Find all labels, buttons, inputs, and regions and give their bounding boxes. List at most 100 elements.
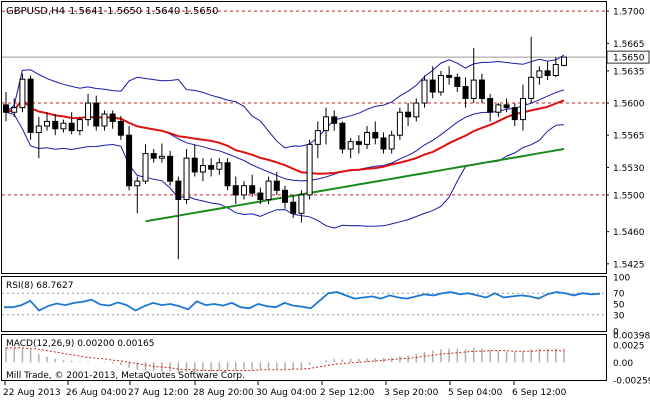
candle (347, 137, 354, 159)
candle-body (85, 102, 92, 121)
candle (396, 107, 403, 140)
candle-body (544, 70, 551, 76)
candle (503, 98, 510, 113)
candle (85, 93, 92, 127)
candle (454, 73, 461, 93)
candle (142, 144, 149, 184)
macd-panel[interactable] (1, 334, 607, 381)
candle-body (519, 97, 526, 121)
bollinger-upper-band (5, 54, 565, 149)
candle (257, 187, 264, 205)
candle (372, 121, 379, 145)
candle (528, 36, 535, 104)
candle (93, 95, 100, 131)
macd-tick-label: -0.00259 (613, 377, 650, 387)
candle (199, 158, 206, 182)
current-price-box (606, 50, 650, 64)
candle (126, 126, 133, 191)
candle-body (561, 56, 567, 66)
candle-body (183, 157, 190, 201)
candle (273, 171, 280, 195)
candle (191, 144, 198, 177)
candle-body (290, 201, 297, 214)
candle (150, 148, 157, 163)
candle-body (109, 113, 116, 122)
candle (158, 143, 165, 163)
candle-body (142, 153, 149, 182)
candle (437, 70, 444, 96)
rsi-tick-label: 0 (613, 328, 619, 338)
candle (282, 185, 288, 209)
symbol-label: GBPUSD,H4 (6, 6, 65, 17)
candle-body (372, 131, 379, 139)
candle-body (3, 104, 9, 113)
candle (536, 66, 543, 85)
price-tick-label: 1.5700 (613, 8, 645, 18)
candle-body (60, 122, 67, 130)
price-tick-label: 1.5460 (613, 228, 645, 238)
candle-body (331, 116, 338, 124)
candle (314, 121, 321, 159)
candle (495, 103, 502, 117)
candle (298, 190, 305, 223)
candle-body (536, 70, 543, 78)
candle-body (413, 102, 420, 118)
time-tick-label: 6 Sep 12:00 (512, 388, 567, 398)
candle-body (93, 102, 100, 127)
candle (183, 148, 190, 205)
candle (421, 75, 428, 108)
candle-body (429, 79, 436, 93)
candle (552, 57, 559, 78)
time-tick-label: 5 Sep 04:00 (448, 388, 503, 398)
price-tick-label: 1.5500 (613, 191, 645, 201)
candle-body (470, 79, 477, 99)
rsi-panel[interactable] (1, 276, 607, 332)
candle-body (175, 180, 182, 201)
candle-body (495, 104, 502, 113)
macd-tick-label: 0.00 (613, 359, 633, 369)
candle-body (126, 134, 133, 187)
candle (249, 174, 256, 197)
time-tick-label: 22 Aug 2013 (3, 388, 61, 398)
candle (265, 176, 272, 205)
candle (175, 176, 182, 260)
candle-body (503, 104, 510, 109)
candle (216, 158, 223, 175)
rsi-tick-label: 100 (613, 274, 630, 284)
main-price-panel[interactable] (1, 1, 607, 274)
candle (11, 98, 18, 117)
candle (519, 84, 526, 131)
candle (462, 77, 469, 108)
candle (478, 73, 485, 104)
candle (380, 132, 387, 154)
candle (487, 93, 494, 122)
candle (101, 110, 108, 131)
macd-label: MACD(12,26,9) 0.00200 0.00165 (6, 339, 155, 349)
candle (60, 119, 67, 133)
candle-body (167, 155, 174, 182)
candle-body (323, 116, 330, 132)
candle (76, 116, 83, 136)
price-tick-label: 1.5650 (613, 54, 645, 64)
time-tick-label: 26 Aug 04:00 (66, 388, 127, 398)
candle-body (314, 130, 321, 145)
candle-body (421, 79, 428, 104)
copyright-text: Mill Trade, © 2001-2013, MetaQuotes Soft… (6, 371, 245, 381)
candle-body (528, 76, 535, 99)
candle-body (487, 97, 494, 113)
candle (388, 130, 395, 154)
candle-body (35, 125, 42, 133)
candle (109, 110, 116, 129)
time-tick-label: 28 Aug 20:00 (193, 388, 254, 398)
candle-body (364, 131, 371, 145)
candle-body (27, 78, 34, 133)
price-tick-label: 1.5600 (613, 100, 645, 110)
candle (331, 110, 338, 131)
candle-body (257, 192, 264, 201)
candle-body (347, 141, 354, 150)
candle-body (208, 165, 215, 170)
candle (68, 112, 75, 135)
candle (405, 103, 412, 127)
